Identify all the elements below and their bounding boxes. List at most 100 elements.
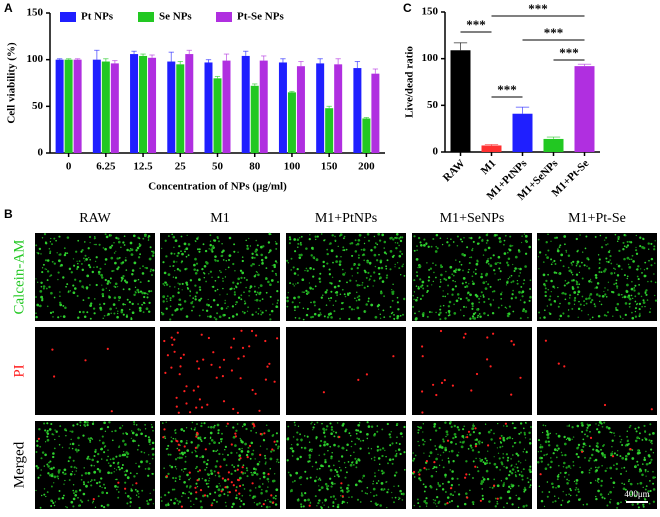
cell-dot [204,265,207,268]
cell-dot [199,469,201,471]
cell-dot [492,333,494,335]
cell-dot [433,502,434,503]
cell-dot [355,466,357,468]
cell-dot [435,448,437,450]
cell-dot [50,238,51,239]
cell-dot [516,463,517,464]
cell-dot [556,433,558,435]
cell-dot [500,497,503,500]
cell-dot [448,305,450,307]
cell-dot [107,504,110,507]
cell-dot [528,481,530,483]
cell-dot [423,483,425,485]
micrograph-bg [286,233,406,321]
cell-dot [254,286,256,288]
cell-dot [214,255,217,258]
cell-dot [121,280,123,282]
cell-dot [93,312,95,314]
legend-swatch [60,12,76,22]
bar [260,61,268,153]
cell-dot [463,425,465,427]
cell-dot [329,312,332,315]
cell-dot [376,431,378,433]
cell-dot [537,461,540,464]
cell-dot [501,462,503,464]
cell-dot [37,467,39,469]
column-header: M1 [210,211,229,226]
cell-dot [180,428,183,431]
cell-dot [545,425,546,426]
cell-dot [218,430,220,432]
cell-dot [524,487,526,489]
cell-dot [342,269,344,271]
cell-dot [563,466,564,467]
cell-dot [46,422,48,424]
cell-dot [378,457,381,460]
cell-dot [357,267,359,269]
cell-dot [506,467,508,469]
cell-dot [549,312,550,313]
cell-dot [49,248,51,250]
cell-dot [648,249,649,250]
cell-dot [129,250,131,252]
cell-dot [644,432,645,433]
cell-dot [423,239,425,241]
cell-dot [389,268,391,270]
cell-dot [296,438,298,440]
cell-dot [47,279,49,281]
cell-dot [194,427,196,429]
cell-dot [330,432,333,435]
cell-dot [503,453,504,454]
cell-dot [654,295,655,296]
cell-dot [548,298,550,300]
cell-dot [189,485,191,487]
cell-dot [46,436,48,438]
cell-dot [251,442,254,445]
cell-dot [475,445,477,447]
cell-dot [84,260,85,261]
cell-dot [374,433,376,435]
cell-dot [309,441,310,442]
cell-dot [397,301,399,303]
cell-dot [612,440,614,442]
cell-dot [639,303,641,305]
cell-dot [370,501,372,503]
cell-dot [653,245,655,247]
cell-dot [341,502,343,504]
cell-dot [201,422,203,424]
cell-dot [222,278,224,280]
cell-dot [117,463,119,465]
cell-dot [195,436,197,438]
cell-dot [148,280,150,282]
cell-dot [395,497,397,499]
cell-dot [86,286,89,289]
cell-dot [630,483,633,486]
cell-dot [99,307,102,310]
cell-dot [292,481,294,483]
cell-dot [186,268,188,270]
cell-dot [46,269,47,270]
cell-dot [436,234,439,237]
cell-dot [552,262,553,263]
cell-dot [391,442,393,444]
cell-dot [636,253,638,255]
cell-dot [256,294,258,296]
cell-dot [257,463,260,466]
cell-dot [571,264,572,265]
cell-dot [389,316,391,318]
cell-dot [477,315,479,317]
cell-dot [62,497,64,499]
cell-dot [326,425,328,427]
cell-dot [563,235,566,238]
cell-dot [596,442,598,444]
cell-dot [141,490,143,492]
cell-dot [377,305,379,307]
cell-dot [255,487,257,489]
cell-dot [547,436,550,439]
cell-dot [210,427,212,429]
cell-dot [92,271,94,273]
cell-dot [492,487,494,489]
cell-dot [560,504,562,506]
cell-dot [224,449,225,450]
cell-dot [240,298,242,300]
